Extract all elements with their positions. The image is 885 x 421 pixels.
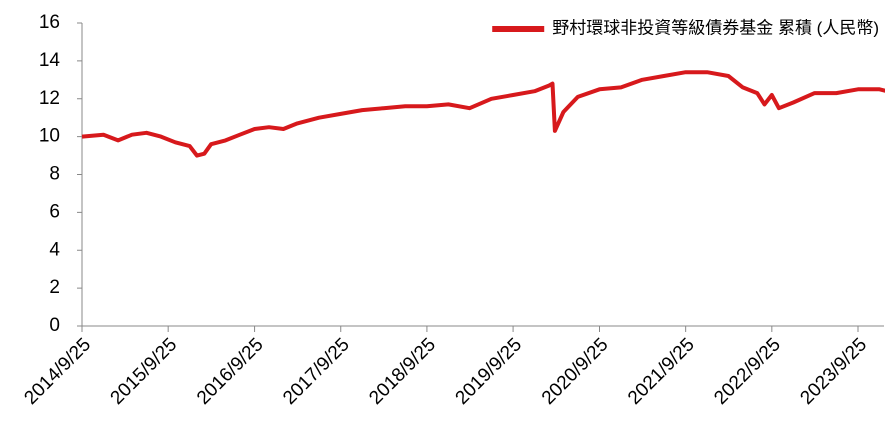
legend-label: 野村環球非投資等級債券基金 累積 (人民幣) — [552, 18, 879, 37]
x-tick-label: 2014/9/25 — [20, 334, 95, 409]
y-tick-label: 4 — [49, 239, 60, 260]
y-tick-label: 2 — [49, 277, 60, 298]
x-tick-label: 2018/9/25 — [365, 334, 440, 409]
x-tick-label: 2022/9/25 — [710, 334, 785, 409]
y-tick-label: 6 — [49, 201, 60, 222]
series-line — [81, 70, 885, 158]
x-tick-label: 2016/9/25 — [193, 334, 268, 409]
x-tick-label: 2023/9/25 — [796, 334, 871, 409]
x-tick-label: 2019/9/25 — [452, 334, 527, 409]
y-tick-label: 8 — [49, 164, 60, 185]
y-tick-label: 12 — [39, 88, 60, 109]
y-tick-label: 10 — [39, 126, 60, 147]
x-tick-label: 2020/9/25 — [538, 334, 613, 409]
x-tick-label: 2021/9/25 — [624, 334, 699, 409]
y-tick-label: 0 — [49, 315, 60, 336]
x-tick-label: 2015/9/25 — [107, 334, 182, 409]
y-tick-label: 14 — [39, 50, 61, 71]
x-tick-label: 2017/9/25 — [279, 334, 354, 409]
y-tick-label: 16 — [39, 12, 60, 33]
